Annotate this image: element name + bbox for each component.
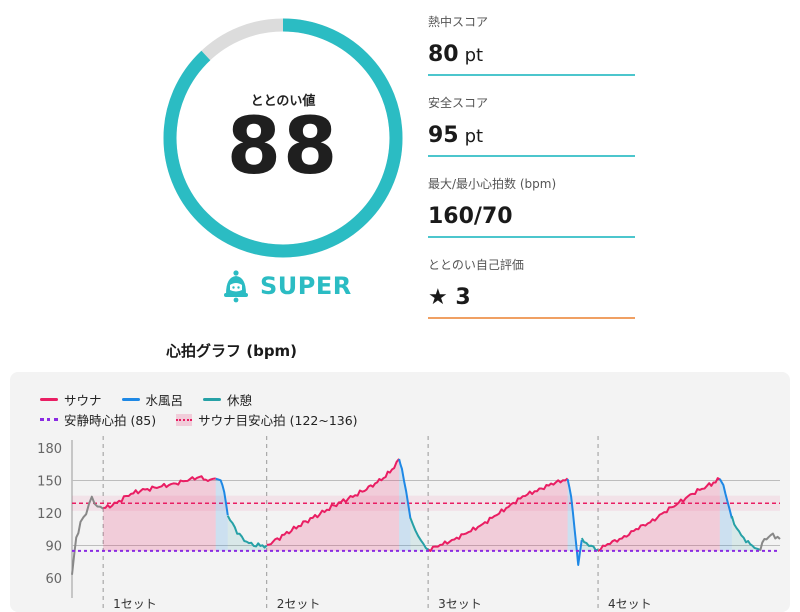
score-value: 88 [226, 102, 340, 192]
sauna-series-line [597, 477, 721, 552]
bell-face-icon [224, 270, 248, 303]
heart-rate-chart-card: サウナ 水風呂 休憩 安静時心拍 (85) サウナ目安心拍 (122~136) … [10, 372, 790, 612]
heart-rate-chart: 60 90 120 150 180 1セット 2セット 3セット 4セット [37, 436, 781, 611]
legend-swatch [176, 413, 193, 426]
y-tick-label: 90 [45, 540, 62, 555]
sauna-series-line [266, 458, 400, 546]
metric-label: ととのい自己評価 [428, 258, 524, 272]
legend-row-1: サウナ 水風呂 休憩 [40, 390, 252, 409]
y-tick-label: 180 [37, 442, 62, 457]
other-series-line [71, 495, 104, 575]
y-tick-label: 60 [45, 572, 62, 587]
metric-divider [428, 317, 635, 319]
legend-sauna: サウナ [40, 390, 102, 409]
rank-label: SUPER [260, 272, 352, 300]
y-tick-label: 120 [37, 507, 62, 522]
cold-bath-series-line [566, 478, 583, 566]
metric-value: 95 pt [428, 123, 484, 148]
legend-swatch [121, 398, 140, 401]
set-label: 3セット [438, 597, 482, 611]
set-label: 1セット [113, 597, 157, 611]
star-icon: ★ [428, 285, 448, 310]
rest-series-line [580, 537, 599, 552]
score-caption: ととのい値 [250, 94, 316, 109]
metric-safety-score: 安全スコア 95 pt [428, 94, 635, 157]
cold-bath-series-fill [399, 459, 411, 551]
cold-bath-series-line [718, 478, 733, 519]
cold-bath-series-fill [719, 478, 732, 551]
cold-bath-series-line [398, 458, 412, 519]
metric-value: 160/70 [428, 204, 513, 229]
gauge-progress [163, 18, 403, 258]
rest-series-line [730, 515, 761, 551]
legend-row-2: 安静時心拍 (85) サウナ目安心拍 (122~136) [40, 410, 358, 429]
sauna-series-line [103, 475, 216, 509]
cold-bath-series-line [215, 477, 229, 516]
metric-label: 熱中スコア [428, 15, 489, 29]
score-gauge [163, 18, 403, 258]
metric-divider [428, 74, 635, 76]
metric-divider [428, 155, 635, 157]
legend-cold-bath: 水風呂 [121, 390, 183, 409]
sauna-series-line [427, 477, 569, 553]
rest-series-line [226, 515, 268, 549]
legend-swatch [40, 398, 58, 401]
legend-swatch [40, 418, 58, 421]
set-label: 4セット [608, 597, 652, 611]
legend-rest: 休憩 [203, 390, 252, 409]
metric-heart-rate-range: 最大/最小心拍数 (bpm) 160/70 [428, 175, 635, 238]
set-label: 2セット [277, 597, 321, 611]
metric-label: 最大/最小心拍数 (bpm) [428, 177, 557, 191]
rest-series-fill [731, 516, 761, 551]
legend-target-band: サウナ目安心拍 (122~136) [176, 410, 358, 429]
metric-divider [428, 236, 635, 238]
other-series-line [759, 532, 781, 552]
cold-bath-series-fill [215, 478, 228, 551]
chart-title: 心拍グラフ (bpm) [166, 342, 298, 360]
metric-value: ★ 3 [428, 285, 471, 310]
metric-self-rating: ととのい自己評価 ★ 3 [428, 256, 635, 319]
rest-series-fill [227, 515, 267, 551]
metric-value: 80 pt [428, 42, 484, 67]
sauna-series-fill [266, 458, 400, 551]
legend-resting-hr: 安静時心拍 (85) [40, 410, 156, 429]
rank-badge: SUPER [222, 268, 352, 304]
rest-series-line [409, 517, 429, 551]
metric-heat-score: 熱中スコア 80 pt [428, 13, 635, 76]
legend-swatch [203, 398, 222, 401]
y-tick-label: 150 [37, 475, 62, 490]
metric-label: 安全スコア [428, 96, 489, 110]
rest-series-fill [410, 517, 429, 551]
